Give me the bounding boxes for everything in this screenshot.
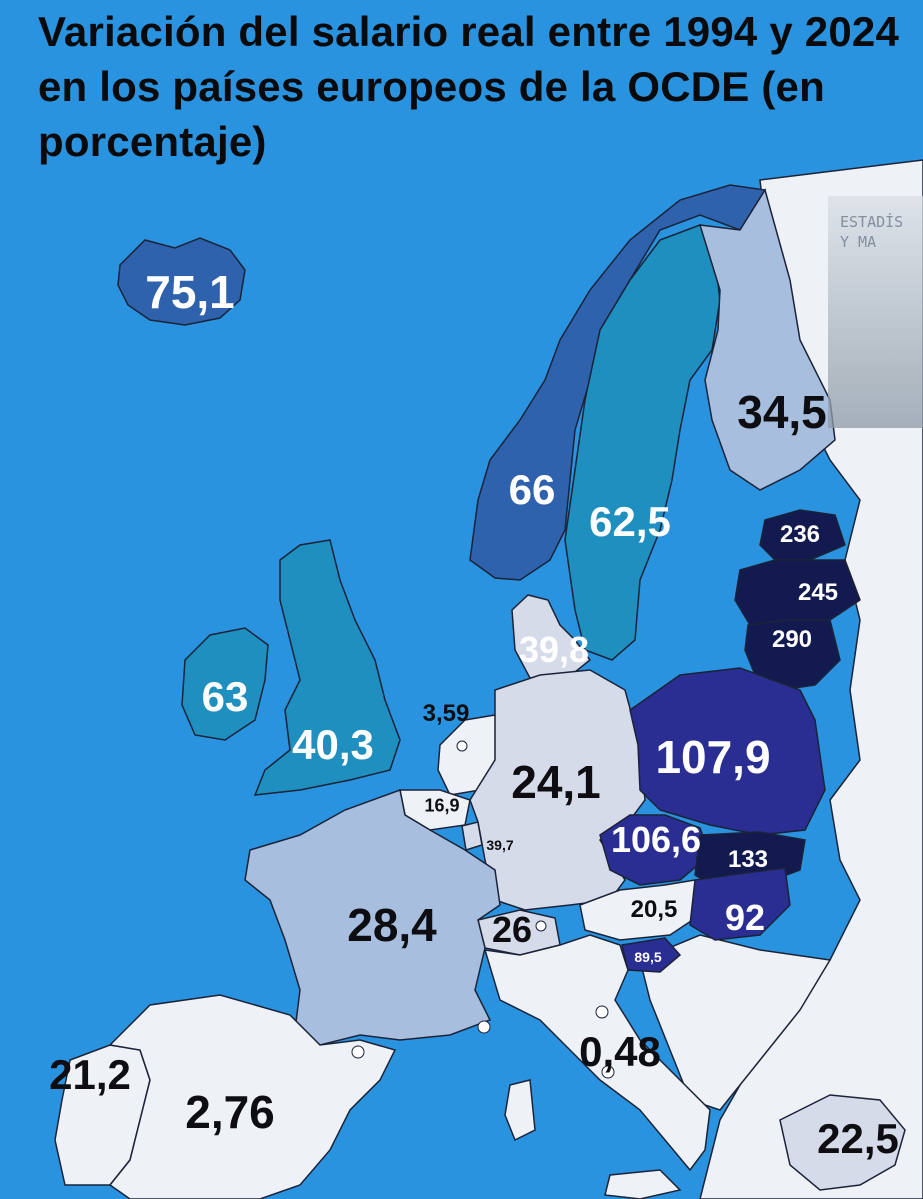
label-irlanda: 63 [201,673,249,720]
label-italia: 0,48 [579,1028,661,1075]
country-hungria [689,867,791,941]
country-letonia [734,559,861,626]
label-portugal: 21,2 [49,1051,131,1098]
city-dot [456,740,468,752]
label-alemania: 24,1 [511,756,601,808]
country-finlandia [698,188,836,491]
country-reino-unido [253,539,401,796]
label-finlandia: 34,5 [737,386,827,438]
label-hungria: 92 [724,897,766,938]
city-dot [601,1065,615,1079]
city-dot [351,1045,365,1059]
country-polonia [629,667,826,836]
label-eslovaquia: 133 [727,846,769,873]
country-alemania [469,669,646,911]
city-dot [535,920,547,932]
sicily-land [604,1169,682,1199]
label-lituania: 290 [771,626,813,653]
city-dot [595,1005,609,1019]
watermark-logo: ESTADÍS Y MA [828,196,923,428]
label-eslovenia: 89,5 [634,949,662,965]
watermark-text: ESTADÍS Y MA [840,213,904,251]
label-belgica: 16,9 [424,795,460,816]
balkans-land [639,934,832,1111]
sardinia-land [504,1079,536,1142]
country-suecia [564,224,721,661]
country-francia [244,788,501,1046]
country-dinamarca [511,594,592,681]
label-espana: 2,76 [185,1086,275,1138]
country-lituania [744,619,841,691]
label-noruega: 66 [508,466,556,513]
label-paises-bajos: 3,59 [422,700,470,727]
label-polonia: 107,9 [655,731,771,783]
label-austria: 20,5 [630,896,678,923]
map-title: Variación del salario real entre 1994 y … [38,8,900,165]
label-dinamarca: 39,8 [518,629,590,670]
label-luxemburgo: 39,7 [486,837,514,853]
label-islandia: 75,1 [145,266,235,318]
label-estonia: 236 [779,521,821,548]
country-italia [483,934,711,1172]
country-islandia [117,237,246,326]
country-grecia [779,1094,906,1191]
label-suiza: 26 [491,909,533,950]
label-reino-unido: 40,3 [292,721,374,768]
label-chequia: 106,6 [610,819,702,860]
country-irlanda [181,627,269,741]
label-grecia: 22,5 [817,1115,899,1162]
label-letonia: 245 [797,579,839,606]
country-espana [108,994,397,1199]
label-suecia: 62,5 [589,498,671,545]
country-estonia [759,509,846,561]
label-francia: 28,4 [347,899,437,951]
country-noruega [469,184,767,581]
city-dot [477,1020,491,1034]
